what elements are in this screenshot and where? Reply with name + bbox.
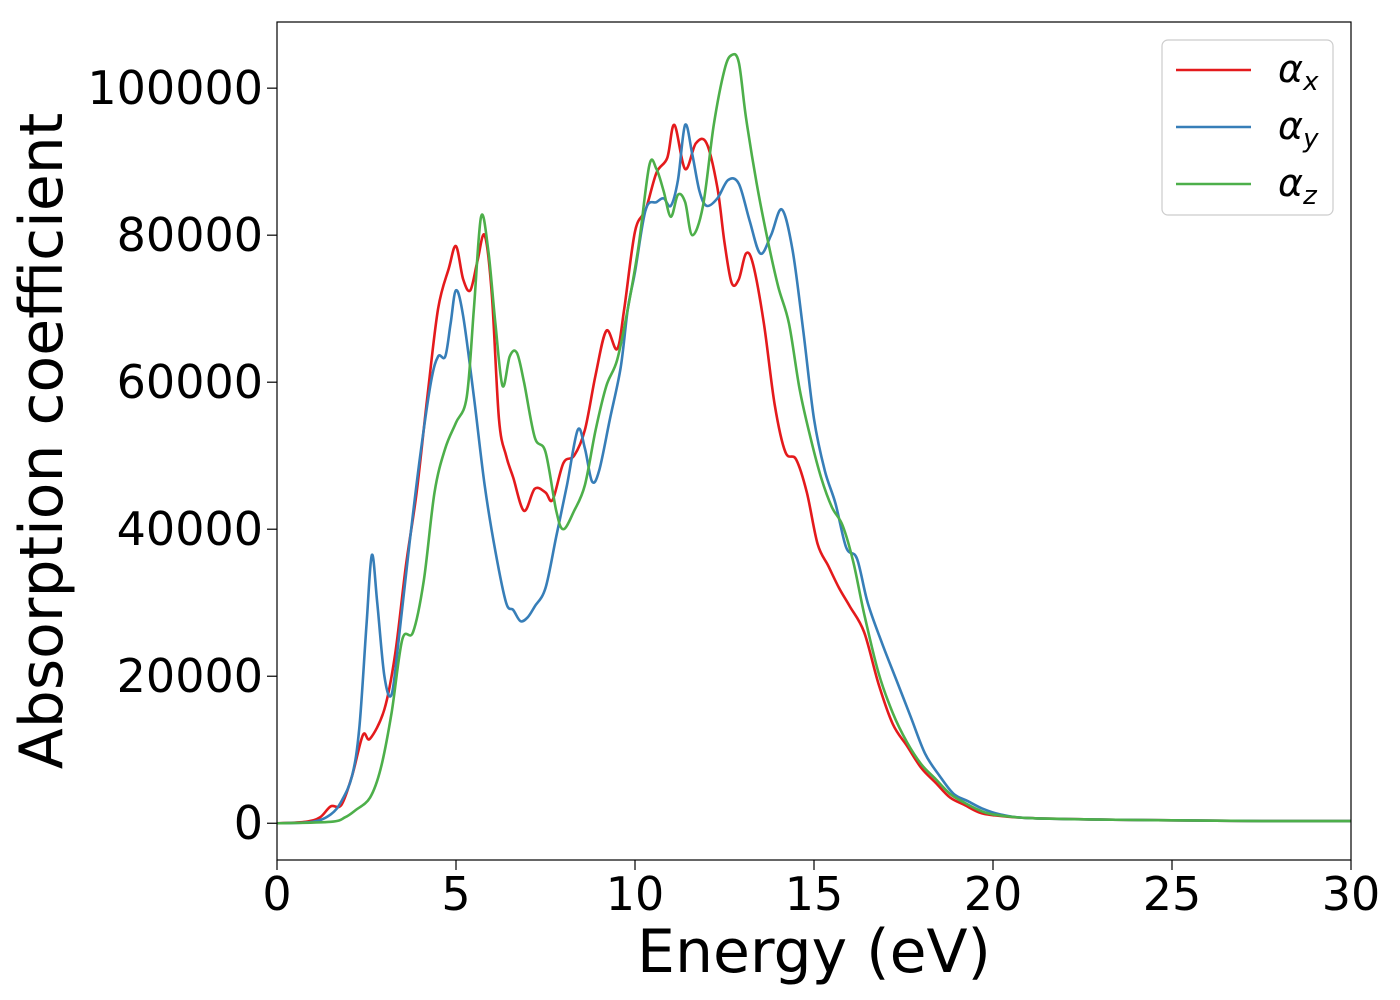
x-tick-label: 15 [785,867,844,921]
y-axis-ticks: 0 20000 40000 60000 80000 100000 [87,61,277,850]
y-tick-label: 20000 [117,649,263,703]
x-tick-label: 30 [1322,867,1381,921]
x-axis-ticks: 0 5 10 15 20 25 30 [262,860,1380,921]
y-tick-label: 100000 [87,61,263,115]
series-line-z [276,52,1352,825]
x-tick-label: 20 [964,867,1023,921]
y-tick-label: 0 [234,796,263,850]
x-tick-label: 0 [262,867,291,921]
series-lines [276,52,1352,825]
y-tick-label: 60000 [117,355,263,409]
x-tick-label: 10 [606,867,665,921]
x-tick-label: 25 [1143,867,1202,921]
x-axis-label: Energy (eV) [637,917,991,987]
y-axis-label: Absorption coefficient [7,113,77,770]
y-tick-label: 80000 [117,208,263,262]
x-tick-label: 5 [441,867,470,921]
y-tick-label: 40000 [117,502,263,556]
